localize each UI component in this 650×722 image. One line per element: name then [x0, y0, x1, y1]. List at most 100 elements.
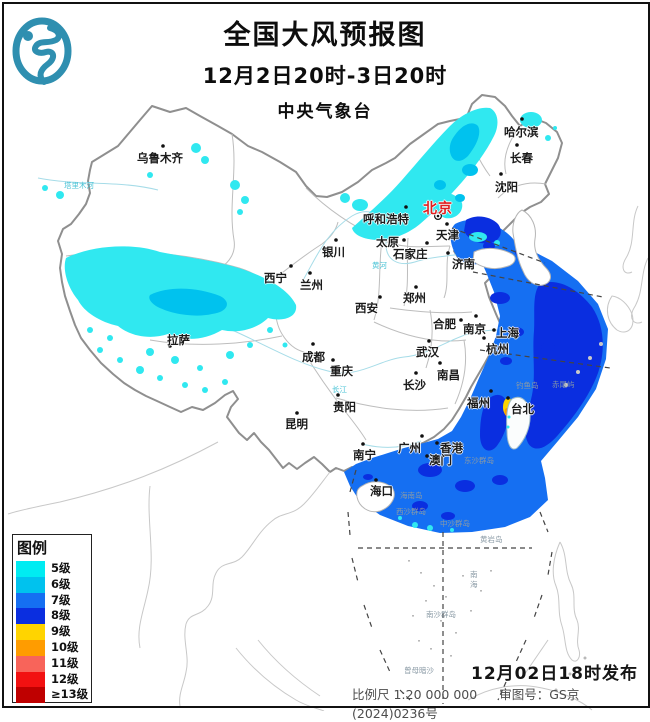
city-label: 银川 [322, 245, 345, 259]
beijing-capital-marker [434, 212, 443, 221]
legend-row: 12级 [16, 671, 91, 688]
river-label: 黄河 [372, 261, 387, 270]
legend-row: ≥13级 [16, 687, 91, 704]
city-label: 济南 [452, 257, 475, 271]
scale-label: 比例尺 1:20 000 000 [352, 687, 478, 702]
sea-label: 赤尾屿 [552, 380, 575, 389]
city-label: 沈阳 [495, 180, 518, 194]
sea-label: 南沙群岛 [426, 610, 456, 619]
south-sea-islets [408, 560, 587, 692]
city-label: 海口 [370, 484, 393, 498]
city-label: 西宁 [264, 271, 287, 285]
legend: 图例 5级 6级 7级 8级 9级 10级 11级 12级 ≥13级 [12, 534, 92, 704]
city-label: 杭州 [486, 342, 509, 356]
legend-row: 11级 [16, 655, 91, 672]
legend-row: 9级 [16, 624, 91, 640]
legend-swatch-10 [16, 639, 45, 656]
taiwan-wind-speck [506, 425, 510, 429]
legend-label: 6级 [51, 576, 71, 591]
city-label: 昆明 [285, 417, 308, 431]
city-label: 成都 [302, 350, 325, 364]
city-label: 兰州 [300, 278, 323, 292]
city-label: 呼和浩特 [363, 212, 409, 226]
city-label: 澳门 [429, 453, 452, 467]
city-label: 拉萨 [167, 333, 190, 347]
city-label: 西安 [355, 301, 378, 315]
sea-label: 海南岛 [400, 491, 423, 500]
legend-swatch-7 [16, 592, 45, 609]
city-label: 贵阳 [333, 400, 356, 414]
legend-swatch-12 [16, 671, 45, 688]
legend-row: 8级 [16, 608, 91, 625]
legend-swatch-11 [16, 655, 45, 672]
city-label: 长春 [510, 151, 533, 165]
city-label: 武汉 [416, 345, 439, 359]
cma-logo-icon [12, 17, 72, 85]
legend-label: ≥13级 [51, 687, 89, 702]
legend-swatch-5 [16, 561, 45, 577]
map-header: 全国大风预报图 12月2日20时-3日20时 中央气象台 [0, 0, 650, 122]
city-label-beijing: 北京 [423, 201, 453, 217]
city-dots [161, 117, 524, 482]
legend-row: 6级 [16, 576, 91, 593]
legend-label: 7级 [51, 592, 71, 607]
city-label: 石家庄 [393, 247, 428, 261]
city-label: 天津 [436, 228, 459, 242]
legend-label: 9级 [51, 624, 71, 639]
legend-row: 7级 [16, 592, 91, 609]
legend-row: 5级 [16, 561, 91, 577]
city-label: 香港 [440, 441, 463, 455]
city-label: 郑州 [403, 291, 426, 305]
city-label: 南宁 [353, 448, 376, 462]
city-label: 上海 [496, 326, 519, 340]
city-label: 哈尔滨 [504, 125, 539, 139]
sea-label: 东沙群岛 [464, 456, 494, 465]
city-label: 南昌 [437, 368, 460, 382]
city-label: 台北 [511, 402, 534, 416]
taiwan-wind-speck [507, 415, 511, 419]
issue-time: 12月02日18时发布 [471, 664, 638, 684]
river-label: 塔里木河 [64, 181, 94, 190]
maritime-dashed-lines [347, 227, 611, 704]
legend-label: 10级 [51, 639, 79, 654]
sea-label: 钓鱼岛 [516, 381, 539, 390]
hainan-island [356, 481, 395, 513]
city-label: 乌鲁木齐 [137, 151, 183, 165]
city-label: 太原 [376, 235, 399, 249]
legend-title: 图例 [17, 539, 48, 557]
legend-swatch-13 [16, 687, 45, 704]
legend-label: 5级 [51, 561, 71, 575]
legend-label: 12级 [51, 671, 79, 686]
legend-swatch-9 [16, 624, 45, 640]
city-label: 广州 [398, 441, 421, 455]
city-label: 合肥 [433, 317, 456, 331]
map-agency: 中央气象台 [277, 102, 373, 122]
city-label: 福州 [467, 396, 490, 410]
foreign-coastlines [7, 205, 649, 711]
legend-label: 8级 [51, 608, 71, 623]
map-subtitle: 12月2日20时-3日20时 [202, 64, 448, 88]
wind-area-6 [149, 123, 480, 316]
sea-label: 南海 [470, 570, 478, 589]
wind-area-8 [363, 216, 603, 520]
legend-row: 10级 [16, 639, 91, 656]
map-title: 全国大风预报图 [223, 20, 427, 51]
taiwan-island [506, 396, 531, 450]
legend-swatch-6 [16, 576, 45, 593]
city-label: 重庆 [330, 364, 353, 378]
legend-label: 11级 [51, 655, 79, 670]
rivers [37, 177, 503, 448]
sea-label: 曾母暗沙 [404, 666, 434, 675]
sea-label: 中沙群岛 [440, 519, 470, 528]
scale-and-approval: 比例尺 1:20 000 000 审图号：GS京(2024)0236号 [352, 684, 650, 722]
legend-swatch-8 [16, 608, 45, 625]
peninsulas [472, 209, 551, 286]
ryukyu-islands [564, 342, 603, 387]
city-label: 长沙 [403, 378, 426, 392]
river-label: 长江 [332, 385, 347, 394]
sea-label: 黄岩岛 [480, 535, 503, 544]
sea-label: 西沙群岛 [396, 507, 426, 516]
city-label: 南京 [463, 322, 486, 336]
